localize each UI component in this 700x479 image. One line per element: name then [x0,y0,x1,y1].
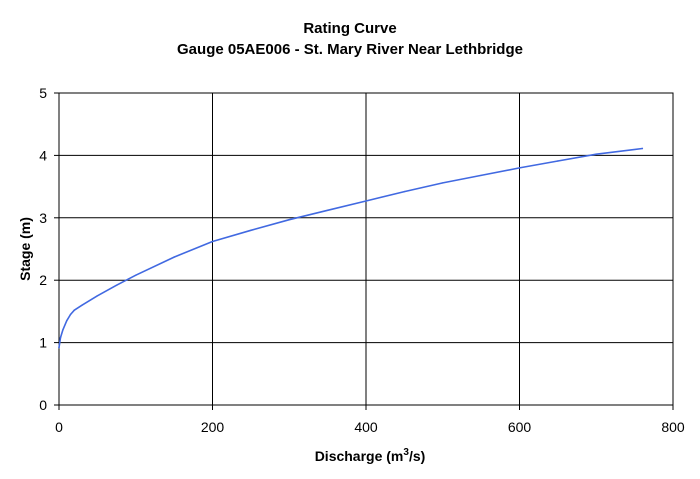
x-axis-title-main: Discharge (m [315,448,404,464]
axis-ticks: 0 200 400 600 800 0 1 2 3 4 5 [39,85,685,435]
rating-curve-point [557,160,559,162]
x-tick-label: 0 [55,419,63,435]
rating-curve-point [442,182,444,184]
rating-curve-point [595,153,597,155]
x-axis-title-tail: /s) [409,448,425,464]
rating-curve-point [135,274,137,276]
chart-subtitle: Gauge 05AE006 - St. Mary River Near Leth… [177,41,523,58]
x-axis-title: Discharge (m3/s) [315,447,426,464]
rating-curve-point [58,346,60,349]
chart-title-block: Rating Curve Gauge 05AE006 - St. Mary Ri… [0,18,700,60]
rating-curve-point [73,309,76,311]
rating-curve-point [66,320,68,322]
rating-curve-point [173,256,175,258]
rating-curve-point [288,219,290,221]
rating-curve-point [211,240,214,243]
y-tick-label: 5 [39,85,47,101]
series-group [58,147,644,349]
x-axis-title-superscript: 3 [403,447,409,458]
rating-curve-point [250,229,252,231]
chart-title: Rating Curve [303,20,397,37]
y-tick-label: 0 [39,397,47,413]
rating-curve-point [403,190,406,193]
y-tick-label: 1 [39,335,47,351]
y-tick-label: 3 [39,210,47,226]
rating-curve-point [518,167,521,169]
rating-curve-point [480,174,482,177]
rating-curve-point [62,329,64,331]
rating-curve-line [58,147,644,349]
x-tick-label: 800 [661,419,685,435]
rating-curve-point [365,200,367,202]
y-axis-title: Stage (m) [17,217,33,281]
y-tick-label: 2 [39,272,47,288]
rating-curve-point [69,313,72,316]
x-tick-label: 200 [201,419,225,435]
x-tick-label: 600 [508,419,532,435]
grid-lines [59,93,673,405]
rating-curve-point [115,284,118,286]
rating-curve-point [96,295,99,297]
rating-curve-point [641,147,643,150]
y-tick-label: 4 [39,147,47,163]
rating-curve-point [326,209,329,211]
rating-curve-point [59,336,62,339]
rating-curve-point [81,304,83,306]
x-tick-label: 400 [354,419,378,435]
